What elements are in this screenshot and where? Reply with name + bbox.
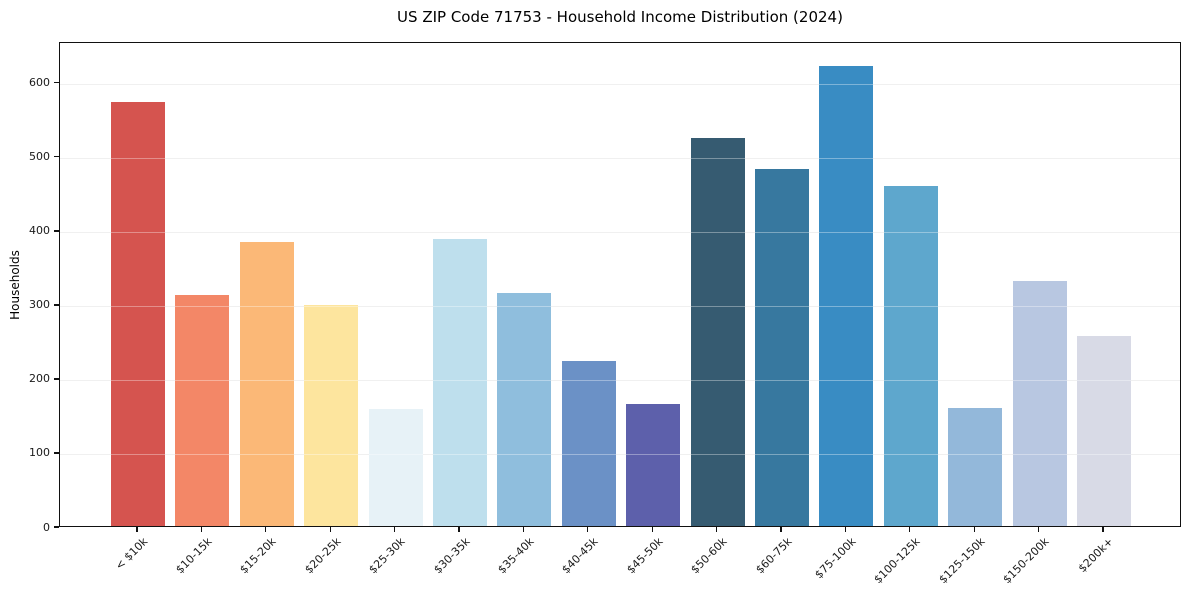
x-tick-mark-4 [393,527,396,532]
gridline-overlay-500 [60,157,1180,159]
bar-60-75k [755,169,809,526]
x-tick-label-text: $40-45k [559,535,601,577]
y-tick-mark-600 [54,82,59,84]
x-tick-label-text: $25-30k [366,535,408,577]
bar-200k [1077,336,1131,526]
x-tick-mark-5 [458,527,460,532]
x-tick-label-text: $150-200k [1000,535,1052,587]
x-tick-mark-6 [522,527,525,532]
y-tick-mark-300 [54,304,59,306]
x-tick-label-text: $20-25k [302,535,344,577]
gridline-overlay-200 [60,379,1180,381]
y-tick-mark-400 [54,230,59,232]
x-tick-label-text: $200k+ [1076,535,1117,576]
y-tick-mark-200 [54,378,59,380]
y-axis-label: Households [8,250,22,320]
bar-40-45k [561,360,616,526]
x-tick-mark-14 [1037,527,1040,532]
bar-30-35k [433,238,487,526]
y-tick-mark-500 [54,156,59,158]
y-tick-mark-100 [54,452,59,454]
x-tick-label-text: $75-100k [812,535,859,582]
bar-125-150k [948,407,1003,526]
gridline-300 [60,305,1180,307]
x-tick-mark-10 [780,527,782,532]
y-tick-label-100: 100 [29,446,50,460]
chart-title: US ZIP Code 71753 - Household Income Dis… [397,8,843,26]
x-tick-label-text: $30-35k [430,535,473,577]
gridline-600 [60,83,1180,85]
gridline-400 [60,231,1180,233]
y-tick-label-0: 0 [43,520,50,534]
bar-50-60k [690,138,745,526]
bar-150-200k [1012,280,1067,526]
bar-45-50k [626,403,681,526]
x-tick-label-text: < $10k [112,535,151,573]
x-tick-mark-2 [265,527,267,532]
x-tick-label-text: $35-40k [495,535,537,577]
x-tick-mark-15 [1102,527,1104,532]
gridline-overlay-300 [60,305,1180,307]
bar-35-40k [497,292,552,526]
y-tick-label-400: 400 [29,224,50,238]
bar-75-100k [819,66,874,526]
gridline-overlay-600 [60,83,1180,85]
y-tick-label-300: 300 [29,298,50,312]
x-tick-label-text: $125-150k [936,535,988,587]
gridline-overlay-100 [60,453,1180,455]
y-tick-label-500: 500 [29,150,50,164]
gridline-100 [60,453,1180,455]
y-tick-label-600: 600 [29,76,50,90]
bar-15-20k [239,241,294,526]
gridline-200 [60,379,1180,381]
x-tick-label-text: $50-60k [688,535,730,577]
bar-10k [111,102,165,526]
y-tick-mark-0 [54,526,59,528]
bar-25-30k [368,409,423,526]
gridline-500 [60,157,1180,159]
bar-10-15k [175,294,230,526]
bar-20-25k [304,305,359,526]
x-tick-mark-11 [844,527,847,532]
x-tick-label-text: $100-125k [871,535,923,587]
gridline-overlay-400 [60,231,1180,233]
x-tick-mark-12 [909,527,911,532]
x-tick-mark-8 [651,527,653,532]
x-tick-label-text: $15-20k [237,535,279,577]
bar-100-125k [883,186,938,526]
x-tick-label-text: $60-75k [752,535,795,577]
plot-area [59,42,1181,527]
x-tick-label-text: $45-50k [624,535,666,577]
x-tick-mark-13 [973,527,975,532]
x-tick-label-text: $10-15k [173,535,215,577]
x-tick-mark-7 [587,527,589,532]
x-tick-mark-1 [200,527,203,532]
x-tick-mark-9 [715,527,718,532]
x-tick-mark-0 [136,527,138,532]
y-tick-label-200: 200 [29,372,50,386]
x-tick-mark-3 [329,527,331,532]
